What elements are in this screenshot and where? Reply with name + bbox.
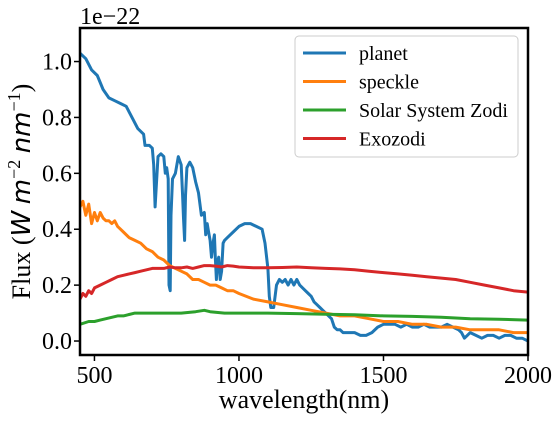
y-label-nm-exp: −1 xyxy=(4,92,24,111)
y-tick-label: 0.2 xyxy=(42,273,72,299)
y-tick-label: 1.0 xyxy=(42,50,72,76)
y-label-prefix: Flux ( xyxy=(7,237,36,300)
legend-label-planet: planet xyxy=(359,43,408,65)
legend-label-speckle: speckle xyxy=(359,72,419,94)
y-label-m-exp: −2 xyxy=(4,160,24,179)
series-line-planet xyxy=(80,52,528,343)
x-tick-label: 1500 xyxy=(359,363,407,389)
x-axis-label: wavelength(nm) xyxy=(219,385,389,414)
legend-label-solar-system-zodi: Solar System Zodi xyxy=(359,100,508,122)
y-label-w: W xyxy=(7,210,37,237)
y-label-m: m xyxy=(7,179,37,204)
y-offset-label: 1e−22 xyxy=(80,4,140,30)
y-tick-label: 0.0 xyxy=(42,329,72,355)
series-line-speckle xyxy=(80,199,528,335)
y-tick-label: 0.8 xyxy=(42,105,72,131)
series-line-solar-system-zodi xyxy=(80,308,528,326)
series-line-exozodi xyxy=(80,264,528,300)
y-tick-label: 0.6 xyxy=(42,161,72,187)
legend-box xyxy=(294,35,519,158)
y-label-nm: nm xyxy=(7,111,37,153)
legend: planet speckle Solar System Zodi Exozodi xyxy=(294,35,519,158)
y-axis-ticks: 0.0 0.2 0.4 0.6 0.8 1.0 xyxy=(42,50,80,355)
plot-frame xyxy=(78,26,530,357)
y-label-suffix: ) xyxy=(7,84,36,93)
x-tick-label: 2000 xyxy=(504,363,552,389)
series-layer xyxy=(80,52,528,343)
legend-label-exozodi: Exozodi xyxy=(359,129,426,151)
x-axis-ticks: 500 1000 1500 2000 xyxy=(76,355,552,389)
x-tick-label: 500 xyxy=(76,363,112,389)
y-tick-label: 0.4 xyxy=(42,217,72,243)
y-axis-label: Flux (W m−2 nm−1) xyxy=(4,84,37,300)
x-tick-label: 1000 xyxy=(215,363,263,389)
